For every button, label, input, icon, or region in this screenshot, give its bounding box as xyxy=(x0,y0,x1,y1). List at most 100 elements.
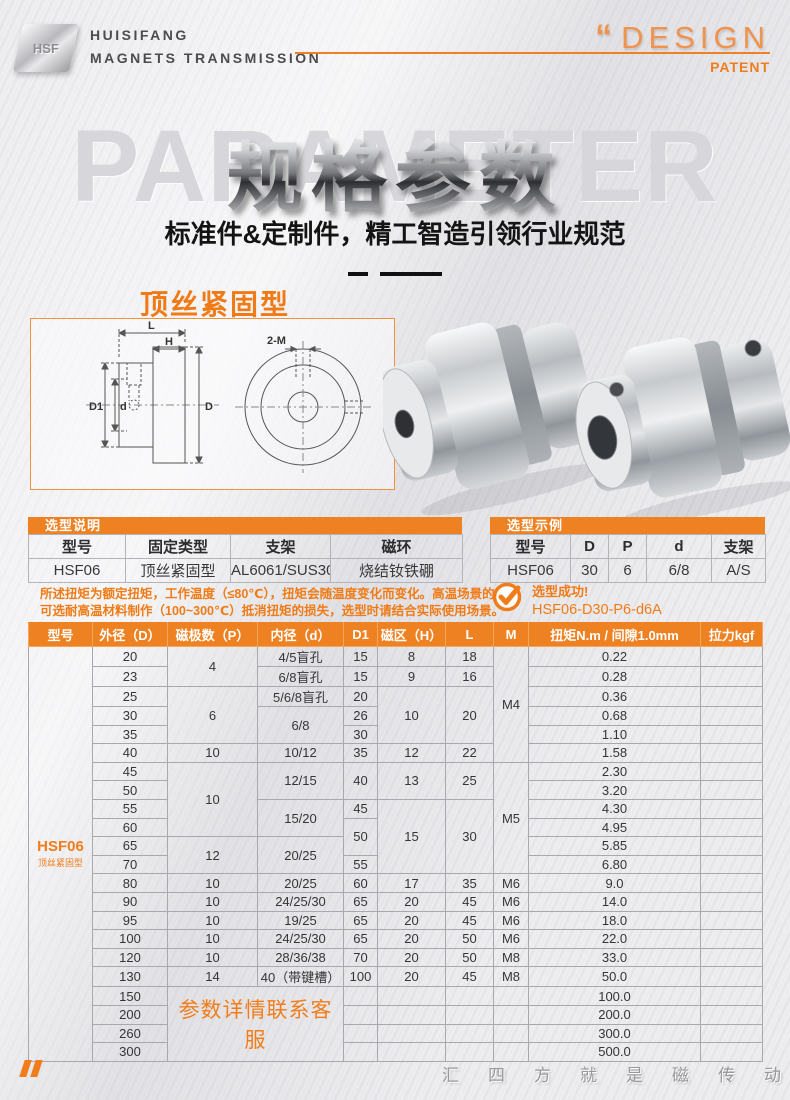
col-header: D xyxy=(570,534,609,559)
spec-col-header: 内径（d） xyxy=(257,622,344,647)
spec-cell xyxy=(700,1042,763,1062)
dim-label-H: H xyxy=(165,336,173,348)
spec-col-header: L xyxy=(445,622,494,647)
technical-drawing-svg: L H D1 d D 2-M xyxy=(86,320,371,473)
spec-cell: 20 xyxy=(377,891,446,912)
spec-cell xyxy=(700,1023,763,1044)
spec-cell xyxy=(700,986,763,1006)
spec-cell: 4/5盲孔 xyxy=(257,646,344,667)
spec-cell: 200 xyxy=(92,1004,168,1025)
cell-model: HSF06 xyxy=(490,558,571,583)
spec-cell: 9 xyxy=(377,666,446,687)
cell-bracket: AL6061/SUS304 xyxy=(230,558,331,583)
spec-cell: 150 xyxy=(92,986,168,1006)
spec-cell xyxy=(343,986,378,1006)
header-divider-line xyxy=(295,52,770,54)
spec-cell xyxy=(343,1042,378,1062)
spec-cell: M6 xyxy=(493,873,529,893)
selection-example-title: 选型示例 xyxy=(490,517,765,534)
spec-row: 130 14 40（带键槽） 100 20 45 M8 50.0 xyxy=(29,966,763,988)
dim-label-d: d xyxy=(120,401,127,413)
product-photos xyxy=(378,292,790,525)
spec-col-header: 磁极数（P） xyxy=(167,622,258,647)
spec-row: 300 500.0 xyxy=(29,1042,763,1062)
check-circle-icon xyxy=(492,582,522,612)
spec-col-header: 型号 xyxy=(28,622,93,647)
spec-row: 30 6/8 26 0.68 xyxy=(29,705,763,745)
spec-cell: 10 xyxy=(377,685,446,745)
spec-cell: 65 xyxy=(343,929,378,949)
spec-cell: 22.0 xyxy=(528,929,701,949)
spec-cell: M8 xyxy=(493,947,529,968)
page-subtitle: 标准件&定制件，精工智造引领行业规范 xyxy=(164,219,626,249)
design-label: “DESIGN xyxy=(595,18,770,56)
spec-row: 90 10 24/25/30 65 20 45 M6 14.0 xyxy=(29,891,763,912)
title-divider xyxy=(0,272,790,276)
spec-cell xyxy=(700,817,763,838)
spec-cell: 65 xyxy=(343,891,378,912)
selection-example-header-row: 型号 D P d 支架 xyxy=(490,534,766,559)
spec-cell xyxy=(700,854,763,875)
spec-cell: 70 xyxy=(92,854,168,875)
spec-cell: 40（带键槽） xyxy=(257,966,344,988)
spec-model-cell: HSF06 顶丝紧固型 xyxy=(28,646,93,1062)
selection-success: 选型成功! HSF06-D30-P6-d6A xyxy=(492,581,662,618)
spec-cell: 16 xyxy=(445,666,494,687)
spec-cell: 10 xyxy=(167,873,258,893)
spec-cell xyxy=(700,686,763,707)
spec-row: 200 200.0 xyxy=(29,1004,763,1025)
section-title: 顶丝紧固型 xyxy=(140,289,291,320)
spec-cell: 33.0 xyxy=(528,947,701,968)
spec-cell: 20 xyxy=(377,929,446,949)
spec-cell xyxy=(700,966,763,988)
spec-cell xyxy=(700,798,763,819)
spec-cell xyxy=(700,873,763,893)
spec-cell: 30 xyxy=(445,798,494,875)
spec-cell xyxy=(377,1004,446,1025)
cell-bracket: A/S xyxy=(711,558,766,583)
selection-guide-value-row: HSF06 顶丝紧固型 AL6061/SUS304 烧结钕铁硼 xyxy=(28,558,463,583)
spec-cell: 20/25 xyxy=(257,836,344,875)
spec-cell: 100 xyxy=(343,966,378,988)
spec-row: 45 10 12/15 40 13 25 M5 2.30 xyxy=(29,761,763,875)
col-header: 型号 xyxy=(28,534,126,559)
spec-cell: 35 xyxy=(445,873,494,893)
spec-cell: 10 xyxy=(167,929,258,949)
col-header: P xyxy=(608,534,647,559)
spec-cell xyxy=(493,986,529,1006)
spec-cell: 130 xyxy=(92,966,168,988)
spec-cell: 13 xyxy=(377,761,446,800)
spec-cell xyxy=(377,986,446,1006)
selection-success-label: 选型成功! xyxy=(532,584,589,599)
spec-cell: 15 xyxy=(377,798,446,875)
footer-quote-mark xyxy=(19,1060,43,1077)
spec-cell: M6 xyxy=(493,929,529,949)
spec-cell xyxy=(700,947,763,968)
spec-cell: 22 xyxy=(445,743,494,763)
spec-cell: 0.68 xyxy=(528,706,701,726)
spec-cell: 20 xyxy=(343,686,378,707)
spec-cell: 55 xyxy=(343,854,378,875)
spec-row: 65 12 20/25 5.85 xyxy=(29,836,763,875)
col-header: d xyxy=(646,534,712,559)
spec-cell: 5.85 xyxy=(528,836,701,856)
spec-cell: 10 xyxy=(167,891,258,912)
spec-cell: 60 xyxy=(343,873,378,893)
cell-d: 6/8 xyxy=(646,558,712,583)
spec-cell: 40 xyxy=(92,743,168,763)
dim-label-D1: D1 xyxy=(89,401,103,413)
spec-cell: 50 xyxy=(343,817,378,856)
cell-magnet: 烧结钕铁硼 xyxy=(330,558,463,583)
spec-cell: 4.30 xyxy=(528,798,701,819)
spec-cell xyxy=(493,1004,529,1025)
spec-cell: 18 xyxy=(445,646,494,667)
torque-note-line1: 所述扭矩为额定扭矩，工作温度（≤80℃），扭矩会随温度变化而变化。高温场景的 xyxy=(40,587,495,601)
spec-cell: 14 xyxy=(167,966,258,988)
selection-guide-title: 选型说明 xyxy=(28,517,462,534)
selection-example-table: 型号 D P d 支架 HSF06 30 6 6/8 A/S xyxy=(490,534,766,583)
spec-row: 40 10 10/12 35 12 22 1.58 xyxy=(29,743,763,763)
spec-cell: 9.0 xyxy=(528,873,701,893)
spec-cell: 参数详情联系客服 xyxy=(167,986,344,1062)
brand-text: HUISIFANG MAGNETS TRANSMISSION xyxy=(90,27,321,66)
